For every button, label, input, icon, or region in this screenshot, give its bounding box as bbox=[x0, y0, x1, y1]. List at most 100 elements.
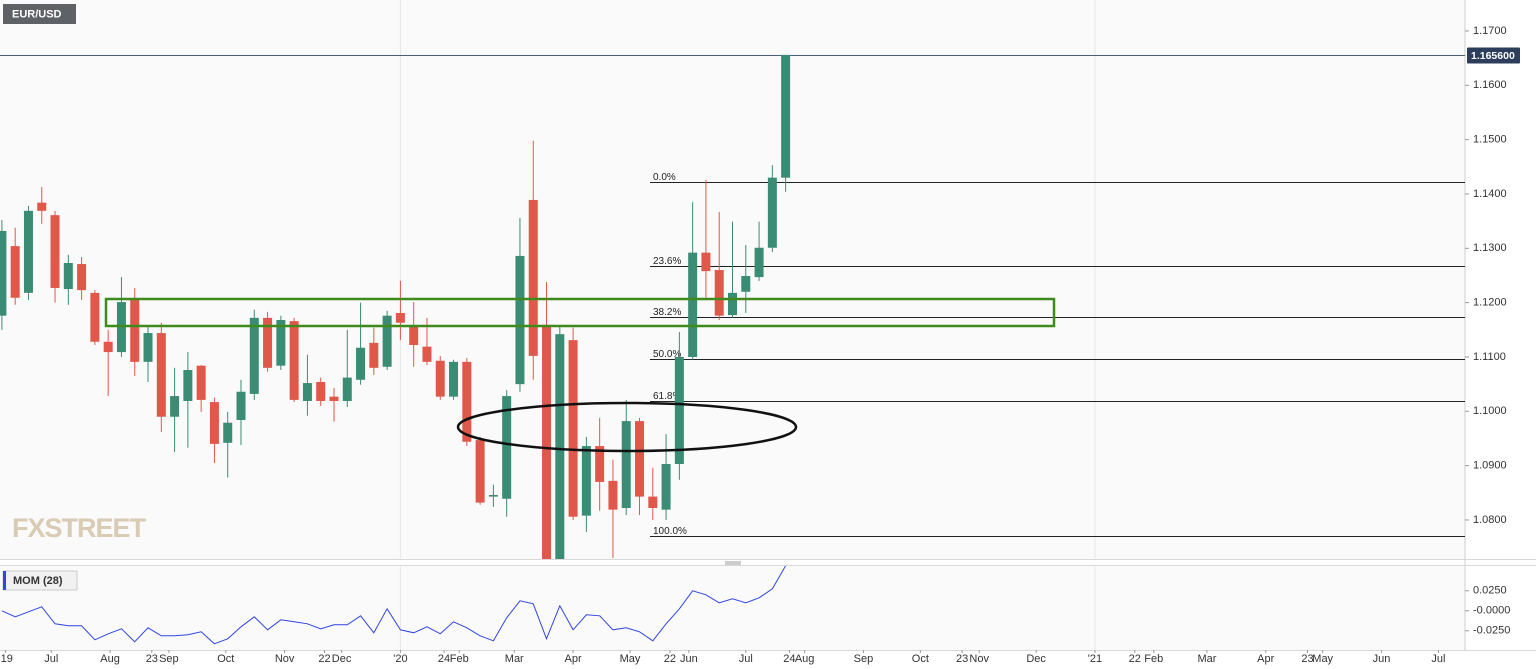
candle-body bbox=[342, 377, 352, 401]
candle-body bbox=[196, 365, 206, 400]
indicator-background bbox=[0, 566, 1465, 650]
candle-body bbox=[356, 347, 366, 380]
fib-label: 38.2% bbox=[653, 307, 681, 318]
candle-body bbox=[635, 421, 645, 497]
candle-body bbox=[143, 333, 153, 362]
x-tick-label: Dec bbox=[1026, 653, 1046, 665]
candle-body bbox=[767, 177, 777, 248]
x-tick-label: Nov bbox=[969, 653, 989, 665]
grid bbox=[399, 0, 1096, 650]
x-tick-label: Mar bbox=[1197, 653, 1216, 665]
candle-body bbox=[369, 342, 379, 368]
x-tick-label: Mar bbox=[505, 653, 524, 665]
x-tick-label: Oct bbox=[217, 653, 234, 665]
fib-label: 0.0% bbox=[653, 172, 676, 183]
indicator-pane bbox=[1, 566, 787, 645]
candle-body bbox=[183, 370, 193, 401]
y2-tick-label: -0.0250 bbox=[1473, 625, 1510, 637]
candle-body bbox=[475, 440, 485, 503]
fib-label: 23.6% bbox=[653, 256, 681, 267]
candle-body bbox=[50, 215, 60, 288]
candle-body bbox=[422, 346, 432, 362]
x-tick-label: May bbox=[1312, 653, 1333, 665]
candle-body bbox=[63, 262, 73, 290]
candle-body bbox=[302, 383, 312, 401]
x-tick-label: Nov bbox=[275, 653, 295, 665]
price-pane: 0.0% 23.6% 38.2% 50.0% 61.8% 100.0% bbox=[0, 54, 1465, 559]
candle-body bbox=[754, 247, 764, 278]
candle-body bbox=[130, 299, 140, 362]
candle-body bbox=[249, 317, 259, 394]
candle-body bbox=[276, 320, 286, 366]
candle-body bbox=[728, 292, 737, 316]
y-tick-label: 1.0800 bbox=[1473, 514, 1507, 526]
y-tick-label: 1.1000 bbox=[1473, 405, 1507, 417]
candle-body bbox=[223, 422, 233, 443]
candle-body bbox=[781, 54, 791, 178]
x-tick-label: Jul bbox=[739, 653, 753, 665]
candle-body bbox=[714, 270, 724, 316]
y-tick-label: 1.0900 bbox=[1473, 460, 1507, 472]
candle-body bbox=[156, 333, 166, 417]
candle-body bbox=[263, 317, 273, 368]
x-tick-label: 23 bbox=[1301, 653, 1313, 665]
candle-body bbox=[701, 252, 711, 272]
candle-body bbox=[209, 402, 219, 444]
y2-tick-label: -0.0000 bbox=[1473, 605, 1510, 617]
x-tick-label: Aug bbox=[795, 653, 815, 665]
candle-body bbox=[488, 494, 498, 497]
fib-label: 100.0% bbox=[653, 526, 687, 537]
watermark: FXSTREET bbox=[12, 513, 147, 543]
candle-body bbox=[170, 396, 180, 417]
candle-body bbox=[741, 276, 751, 292]
x-tick-label: Jul bbox=[1431, 653, 1445, 665]
x-tick-label: Feb bbox=[1144, 653, 1163, 665]
x-tick-label: Oct bbox=[912, 653, 929, 665]
candle-body bbox=[77, 264, 87, 291]
candle-body bbox=[542, 324, 552, 559]
x-tick-label: '21 bbox=[1088, 653, 1102, 665]
candle-body bbox=[449, 361, 459, 397]
x-tick-label: Aug bbox=[100, 653, 120, 665]
candle-body bbox=[528, 199, 538, 356]
x-tick-label: '19 bbox=[0, 653, 13, 665]
x-tick-label: 24 bbox=[438, 653, 450, 665]
y-tick-label: 1.1700 bbox=[1473, 25, 1507, 37]
candle-body bbox=[23, 210, 33, 293]
candle-body bbox=[674, 356, 684, 465]
indicator-name: MOM (28) bbox=[13, 575, 63, 587]
x-tick-label: Sep bbox=[159, 653, 179, 665]
candle-body bbox=[688, 252, 698, 357]
candle-body bbox=[608, 480, 618, 510]
candle-body bbox=[236, 391, 246, 420]
candle-body bbox=[581, 446, 591, 516]
last-price-label: 1.165600 bbox=[1471, 50, 1515, 62]
y-tick-label: 1.1400 bbox=[1473, 188, 1507, 200]
candle-body bbox=[395, 312, 405, 323]
x-tick-label: 22 bbox=[318, 653, 330, 665]
y-tick-label: 1.1200 bbox=[1473, 297, 1507, 309]
y2-tick-label: 0.0250 bbox=[1473, 585, 1507, 597]
candle-body bbox=[382, 315, 392, 367]
candle-body bbox=[661, 464, 671, 510]
candle-body bbox=[316, 381, 326, 401]
x-tick-label: '20 bbox=[393, 653, 407, 665]
support-zone bbox=[104, 297, 1056, 328]
indicator-line bbox=[1, 566, 787, 645]
x-tick-label: Apr bbox=[565, 653, 582, 665]
candle-body bbox=[462, 361, 472, 442]
candle-body bbox=[555, 334, 565, 559]
candle-body bbox=[10, 246, 20, 298]
candle-body bbox=[621, 421, 631, 509]
candle-body bbox=[289, 321, 299, 400]
x-tick-label: Sep bbox=[854, 653, 874, 665]
candle-body bbox=[0, 230, 7, 316]
candle-body bbox=[409, 325, 419, 346]
candle-body bbox=[90, 292, 100, 342]
y-tick-label: 1.1500 bbox=[1473, 134, 1507, 146]
x-tick-label: Dec bbox=[332, 653, 352, 665]
candle-body bbox=[648, 496, 658, 509]
candle-body bbox=[568, 340, 578, 517]
x-tick-label: Jun bbox=[1373, 653, 1391, 665]
